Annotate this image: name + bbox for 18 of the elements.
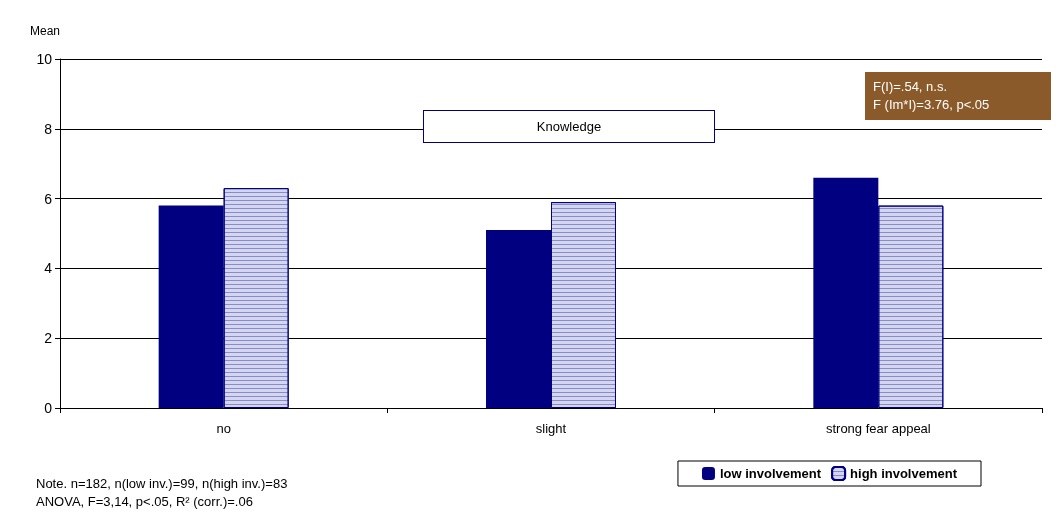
text-box: F(I)=.54, n.s. F (Im*I)=3.76, p<.05 bbox=[865, 72, 1051, 120]
legend-label: low involvement bbox=[719, 466, 822, 481]
text: ANOVA, F=3,14, p<.05, R² (corr.)=.06 bbox=[36, 494, 253, 509]
y-tick-label: 2 bbox=[44, 330, 53, 347]
x-tick-label: slight bbox=[535, 421, 567, 436]
text: Note. n=182, n(low inv.)=99, n(high inv.)=83 bbox=[36, 476, 288, 491]
y-tick-label: 0 bbox=[44, 400, 53, 416]
x-tick-label: strong fear appeal bbox=[825, 421, 931, 436]
annotation: F (Im*I)=3.76, p<.05 bbox=[873, 96, 991, 114]
x-tick-label: no bbox=[216, 421, 231, 436]
annotation: F(I)=.54, n.s. bbox=[873, 78, 949, 96]
legend-label: high involvement bbox=[850, 466, 958, 481]
y-tick-label: 8 bbox=[44, 120, 53, 137]
y-tick-label: 6 bbox=[44, 190, 53, 207]
y-tick-label: 4 bbox=[44, 260, 53, 277]
text-box: Knowledge bbox=[423, 110, 715, 143]
y-tick-label: 10 bbox=[36, 51, 53, 67]
y-axis-title: Mean bbox=[29, 24, 60, 38]
